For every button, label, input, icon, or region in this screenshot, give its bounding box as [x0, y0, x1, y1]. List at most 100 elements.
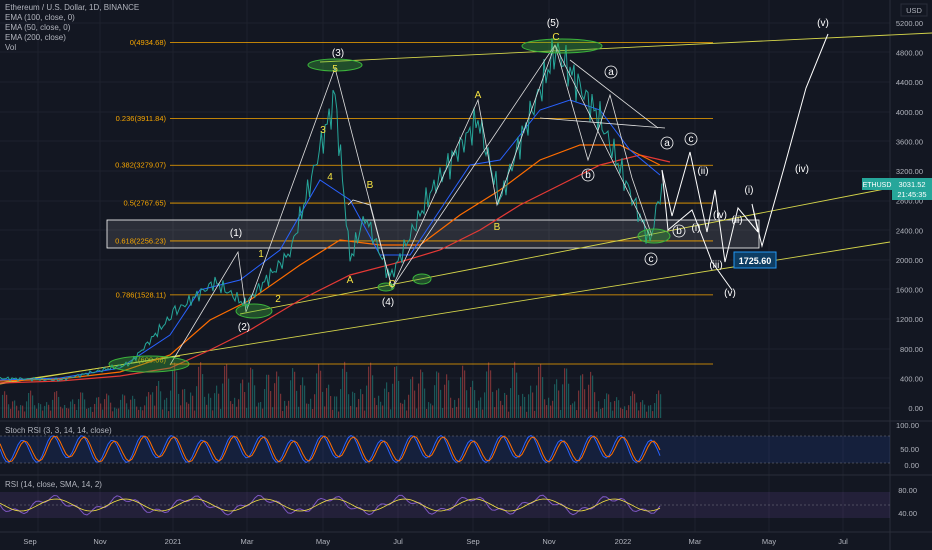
- stoch-d-line: [0, 435, 661, 463]
- volume-bar: [602, 407, 604, 418]
- volume-bar: [188, 403, 190, 418]
- volume-bar: [254, 385, 256, 418]
- wave-label-projection: (iv): [795, 164, 809, 175]
- wave-zigzag-major: [169, 44, 651, 366]
- volume-bar: [312, 408, 314, 418]
- volume-bar: [430, 403, 432, 418]
- volume-bar: [398, 380, 400, 418]
- volume-bar: [506, 394, 508, 418]
- volume-bar: [270, 390, 272, 418]
- volume-bar: [260, 401, 262, 418]
- volume-bar: [530, 385, 532, 418]
- legend-rsi[interactable]: RSI (14, close, SMA, 14, 2): [5, 480, 102, 489]
- volume-bar: [6, 394, 8, 418]
- volume-bar: [526, 411, 528, 418]
- volume-bar: [236, 406, 238, 418]
- price-axis-tick: 4800.00: [896, 49, 923, 58]
- wave-label-projection: (i): [745, 185, 754, 196]
- volume-bar: [24, 411, 26, 418]
- date-axis-tick: Nov: [93, 537, 107, 546]
- legend-ema50[interactable]: EMA (50, close, 0): [5, 23, 71, 32]
- volume-bar: [610, 402, 612, 418]
- price-axis-tick: 2400.00: [896, 226, 923, 235]
- volume-bar: [120, 399, 122, 418]
- volume-bar: [474, 390, 476, 418]
- wave-label-circled: b: [585, 170, 591, 181]
- volume-bar: [318, 363, 320, 418]
- volume-bar: [340, 389, 342, 418]
- date-axis-tick: 2022: [615, 537, 632, 546]
- wave-label-major: (3): [332, 48, 344, 59]
- volume-bar: [210, 397, 212, 418]
- volume-bar: [128, 409, 130, 418]
- volume-bar: [402, 403, 404, 418]
- volume-bar: [546, 405, 548, 418]
- wave-label-minor: 4: [327, 172, 333, 183]
- volume-bar: [578, 390, 580, 418]
- volume-bar: [208, 393, 210, 418]
- volume-bar: [396, 366, 398, 418]
- volume-bar: [376, 405, 378, 418]
- volume-bar: [88, 408, 90, 418]
- volume-bar: [68, 408, 70, 418]
- volume-bar: [178, 393, 180, 418]
- legend-ema200[interactable]: EMA (200, close): [5, 33, 66, 42]
- volume-bar: [76, 409, 78, 418]
- wave-label-minor: A: [347, 275, 354, 286]
- wave-label-circled: c: [649, 254, 654, 265]
- volume-bar: [462, 365, 464, 418]
- volume-bar: [152, 392, 154, 418]
- price-line: [0, 38, 663, 382]
- volume-bar: [626, 410, 628, 418]
- volume-bar: [316, 373, 318, 418]
- volume-bar: [456, 406, 458, 418]
- legend-stoch[interactable]: Stoch RSI (3, 3, 14, 14, close): [5, 426, 112, 435]
- volume-bar: [646, 411, 648, 418]
- volume-bar: [560, 409, 562, 418]
- volume-bars: [2, 361, 662, 418]
- volume-bar: [212, 410, 214, 418]
- volume-bar: [36, 408, 38, 418]
- volume-bar: [584, 389, 586, 418]
- wave-label-circled: c: [689, 134, 694, 145]
- symbol-tag-label: ETHUSD: [863, 182, 892, 189]
- volume-bar: [642, 400, 644, 418]
- volume-bar: [620, 407, 622, 418]
- volume-bar: [382, 405, 384, 418]
- volume-bar: [230, 401, 232, 418]
- volume-bar: [518, 394, 520, 418]
- volume-bar: [290, 380, 292, 418]
- legend-vol[interactable]: Vol: [5, 43, 17, 52]
- volume-bar: [386, 382, 388, 418]
- volume-bar: [652, 411, 654, 418]
- volume-bar: [20, 405, 22, 418]
- volume-bar: [294, 371, 296, 418]
- volume-bar: [404, 399, 406, 418]
- last-price-tag: [892, 178, 932, 200]
- volume-bar: [644, 404, 646, 418]
- volume-bar: [160, 391, 162, 418]
- volume-bar: [202, 374, 204, 418]
- volume-bar: [72, 399, 74, 418]
- volume-bar: [306, 403, 308, 418]
- volume-bar: [298, 406, 300, 418]
- volume-bar: [352, 391, 354, 418]
- volume-bar: [320, 370, 322, 418]
- volume-bar: [262, 408, 264, 418]
- volume-bar: [572, 403, 574, 418]
- wave-label-minor: 1: [258, 249, 264, 260]
- volume-bar: [136, 406, 138, 418]
- price-axis-tick: 2800.00: [896, 197, 923, 206]
- volume-bar: [516, 372, 518, 418]
- legend-ema100[interactable]: EMA (100, close, 0): [5, 13, 75, 22]
- volume-bar: [234, 397, 236, 418]
- volume-bar: [90, 406, 92, 418]
- volume-bar: [362, 394, 364, 418]
- wave-label-minor: 5: [332, 64, 338, 75]
- volume-bar: [660, 394, 662, 418]
- volume-bar: [108, 395, 110, 418]
- date-axis-tick: Sep: [466, 537, 479, 546]
- volume-bar: [460, 377, 462, 418]
- volume-bar: [348, 394, 350, 418]
